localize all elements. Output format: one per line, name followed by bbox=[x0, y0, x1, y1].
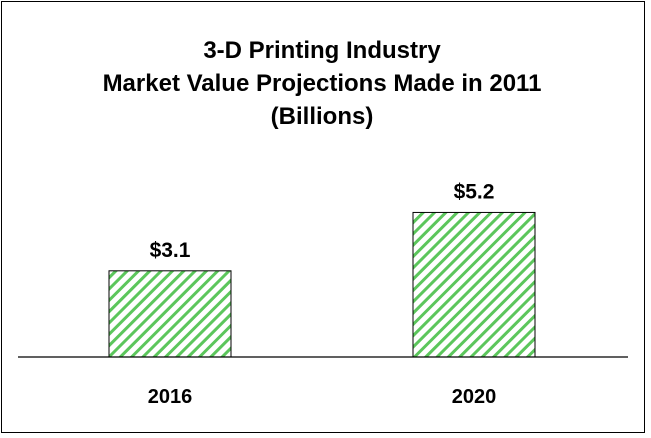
category-label-2016: 2016 bbox=[148, 386, 193, 408]
value-label-2020: $5.2 bbox=[454, 180, 495, 203]
category-label-2020: 2020 bbox=[452, 386, 497, 408]
value-label-2016: $3.1 bbox=[150, 239, 191, 262]
bar-2020 bbox=[412, 211, 536, 358]
chart-title: 3-D Printing Industry Market Value Proje… bbox=[103, 37, 542, 130]
bar-2016 bbox=[108, 270, 232, 358]
chart-title-line-3: (Billions) bbox=[271, 103, 374, 130]
chart-title-line-1: 3-D Printing Industry bbox=[203, 37, 441, 64]
chart-frame bbox=[1, 1, 645, 433]
chart-title-line-2: Market Value Projections Made in 2011 bbox=[103, 70, 542, 97]
bars-layer: $3.1 2016 $5.2 2020 bbox=[108, 180, 536, 408]
